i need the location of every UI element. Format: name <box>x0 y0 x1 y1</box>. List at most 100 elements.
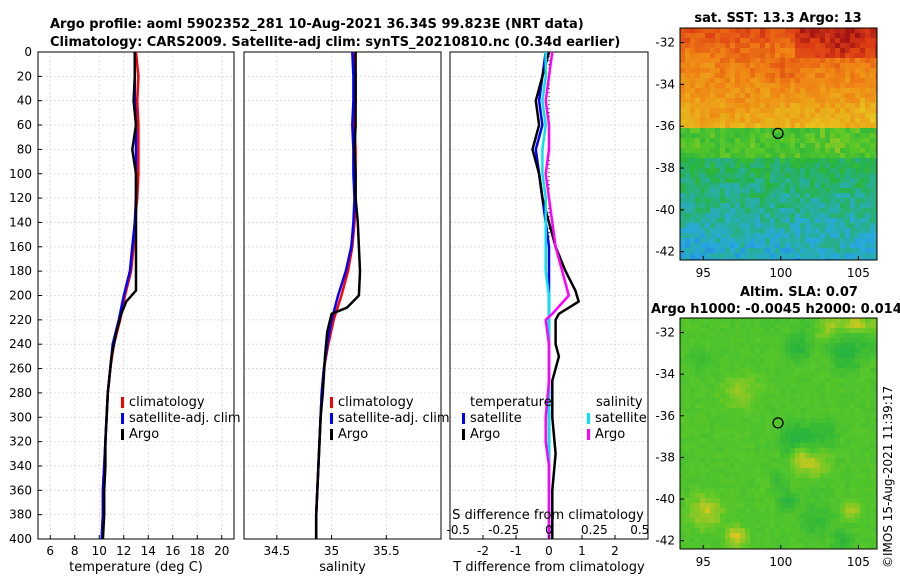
legend-label: Argo <box>470 427 500 442</box>
map-x-tick-label: 95 <box>696 555 711 569</box>
legend-swatch <box>330 429 333 440</box>
y-tick-label: 140 <box>9 215 32 229</box>
x-tick-label: 20 <box>214 544 229 558</box>
map-y-tick-label: -32 <box>655 326 675 340</box>
sla-map-subtitle: Argo h1000: -0.0045 h2000: 0.014 <box>651 302 900 317</box>
y-tick-label: 400 <box>9 532 32 546</box>
series-line-argo <box>314 52 362 539</box>
y-tick-label: 200 <box>9 289 32 303</box>
argo-position-marker <box>772 417 784 429</box>
y-tick-label: 20 <box>17 69 32 83</box>
x-tick-label: 1 <box>578 544 586 558</box>
sla-map-title: Altim. SLA: 0.07 <box>740 285 858 300</box>
sla-map: 95 100 105 -32 -34 -36 -38 -40 -42 Altim. SLA: 0.… <box>651 285 900 569</box>
x-tick-label: 8 <box>71 544 79 558</box>
y-tick-label: 0 <box>24 45 32 59</box>
series-line-s-argo <box>544 51 571 539</box>
legend-label: Argo <box>338 427 368 442</box>
legend-label: Argo <box>129 427 159 442</box>
series-line-t-argo <box>531 51 580 539</box>
x-axis-label: temperature (deg C) <box>69 560 203 575</box>
legend-swatch <box>462 413 465 424</box>
sst-map-title: sat. SST: 13.3 Argo: 13 <box>694 11 861 26</box>
x-tick-label: 6 <box>46 544 54 558</box>
x-axis-label: T difference from climatology <box>452 560 645 575</box>
y-tick-label: 160 <box>9 240 32 254</box>
y-tick-label: 280 <box>9 386 32 400</box>
map-x-tick-label: 100 <box>769 555 792 569</box>
y-tick-label: 240 <box>9 337 32 351</box>
y-tick-label: 360 <box>9 483 32 497</box>
map-x-tick-label: 100 <box>769 266 792 280</box>
series-line-s-satellite <box>541 52 551 539</box>
salinity-diff-tick-label: -0.25 <box>488 523 519 537</box>
map-y-tick-label: -40 <box>655 492 675 506</box>
x-tick-label: -2 <box>477 544 489 558</box>
map-cells <box>680 28 877 260</box>
map-y-tick-label: -34 <box>655 367 675 381</box>
legend-swatch <box>462 429 465 440</box>
map-frame <box>679 27 878 261</box>
figure-title-line1: Argo profile: aoml 5902352_281 10-Aug-20… <box>50 17 584 32</box>
series-line-argo <box>101 52 138 540</box>
legend-label: satellite-adj. clim <box>338 411 450 426</box>
x-tick-label: 10 <box>92 544 107 558</box>
map-x-tick-label: 95 <box>696 266 711 280</box>
imos-timestamp: ©IMOS 15-Aug-2021 11:39:17 <box>881 386 895 568</box>
y-tick-label: 260 <box>9 362 32 376</box>
salinity-diff-tick-label: 0 <box>545 523 553 537</box>
legend-swatch <box>330 397 333 408</box>
y-tick-label: 300 <box>9 410 32 424</box>
map-y-tick-label: -36 <box>655 119 675 133</box>
map-y-tick-label: -38 <box>655 450 675 464</box>
map-y-tick-label: -32 <box>655 36 675 50</box>
y-tick-label: 180 <box>9 264 32 278</box>
y-tick-label: 80 <box>17 142 32 156</box>
salinity-plot: 34.5 35 35.5 salinity climatologysatellite-a… <box>243 51 450 575</box>
legend-label: satellite <box>470 411 522 426</box>
legend-swatch <box>121 413 124 424</box>
salinity-diff-tick-label: 0.25 <box>581 523 608 537</box>
x-axis-label-salinity-diff: S difference from climatology <box>452 508 644 523</box>
y-tick-label: 40 <box>17 94 32 108</box>
x-tick-label: 35 <box>324 544 339 558</box>
legend-label: satellite <box>595 411 647 426</box>
legend-title-temperature: temperature <box>470 395 552 410</box>
salinity-diff-tick-label: 0.5 <box>630 523 649 537</box>
x-tick-label: 14 <box>141 544 156 558</box>
argo-position-marker <box>772 127 784 139</box>
x-tick-label: 2 <box>611 544 619 558</box>
map-x-tick-label: 105 <box>847 555 870 569</box>
legend-label: climatology <box>338 395 414 410</box>
plot-frame <box>243 51 442 540</box>
map-y-tick-label: -36 <box>655 409 675 423</box>
x-tick-label: -1 <box>510 544 522 558</box>
legend-label: Argo <box>595 427 625 442</box>
map-y-tick-label: -34 <box>655 77 675 91</box>
map-frame <box>679 317 878 550</box>
map-x-tick-label: 105 <box>847 266 870 280</box>
map-y-tick-label: -38 <box>655 161 675 175</box>
y-tick-label: 380 <box>9 508 32 522</box>
legend-swatch <box>587 413 590 424</box>
x-tick-label: 0 <box>545 544 553 558</box>
y-tick-label: 340 <box>9 459 32 473</box>
x-tick-label: 12 <box>116 544 131 558</box>
y-tick-label: 320 <box>9 435 32 449</box>
x-tick-label: 18 <box>190 544 205 558</box>
legend-label: climatology <box>129 395 205 410</box>
x-tick-label: 16 <box>165 544 180 558</box>
y-tick-label: 60 <box>17 118 32 132</box>
sst-map: 95 100 105 -32 -34 -36 -38 -40 -42 sat. SST: 13.3… <box>655 11 878 280</box>
legend-title-salinity: salinity <box>596 395 643 410</box>
temperature-plot: 6 8 10 12 14 16 18 20 temperature (deg C) 0 20 40 60… <box>9 45 241 575</box>
salinity-diff-tick-label: -0.5 <box>447 523 470 537</box>
x-tick-label: 34.5 <box>263 544 290 558</box>
y-tick-label: 220 <box>9 313 32 327</box>
difference-plot: -2 -1 0 1 2 T difference from climatology temp… <box>447 51 649 575</box>
y-tick-label: 100 <box>9 167 32 181</box>
legend-swatch <box>121 429 124 440</box>
x-tick-label: 35.5 <box>373 544 400 558</box>
map-y-tick-label: -42 <box>655 534 675 548</box>
